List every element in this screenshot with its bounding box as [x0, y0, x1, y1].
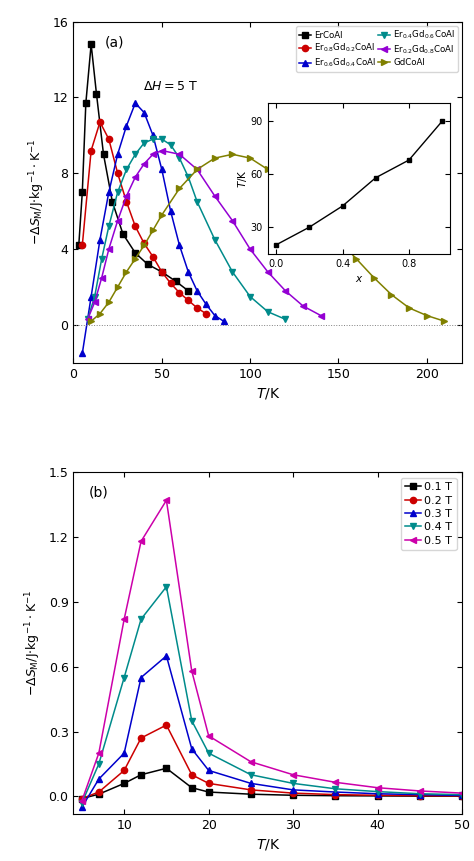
0.1 T	[138, 770, 144, 780]
0.2 T	[333, 790, 338, 800]
0.4 T	[121, 672, 127, 683]
0.4 T	[333, 784, 338, 794]
0.2 T	[138, 733, 144, 743]
0.1 T	[164, 763, 169, 773]
Text: (b): (b)	[89, 486, 109, 500]
0.5 T	[206, 731, 211, 741]
0.3 T	[138, 672, 144, 683]
Line: 0.3 T: 0.3 T	[79, 653, 465, 810]
0.4 T	[164, 581, 169, 592]
0.2 T	[290, 788, 296, 798]
0.3 T	[189, 744, 195, 754]
0.2 T	[248, 784, 254, 795]
0.4 T	[206, 748, 211, 759]
Line: 0.5 T: 0.5 T	[79, 497, 465, 804]
0.1 T	[96, 789, 101, 799]
0.5 T	[164, 495, 169, 505]
0.3 T	[96, 774, 101, 784]
0.1 T	[290, 790, 296, 801]
Text: (a): (a)	[105, 35, 124, 49]
0.4 T	[248, 770, 254, 780]
0.2 T	[79, 793, 85, 803]
0.4 T	[138, 614, 144, 624]
0.3 T	[248, 778, 254, 789]
0.4 T	[290, 778, 296, 789]
0.4 T	[79, 797, 85, 808]
0.3 T	[121, 748, 127, 759]
Line: 0.1 T: 0.1 T	[79, 765, 465, 802]
0.2 T	[459, 790, 465, 801]
0.4 T	[96, 759, 101, 769]
0.3 T	[79, 802, 85, 812]
0.1 T	[375, 790, 381, 801]
0.2 T	[206, 778, 211, 789]
0.2 T	[121, 765, 127, 776]
0.2 T	[417, 790, 423, 801]
0.2 T	[164, 720, 169, 730]
0.3 T	[417, 790, 423, 800]
0.5 T	[290, 770, 296, 780]
0.1 T	[79, 793, 85, 803]
0.1 T	[121, 778, 127, 789]
0.1 T	[248, 789, 254, 799]
0.5 T	[121, 614, 127, 624]
Legend: 0.1 T, 0.2 T, 0.3 T, 0.4 T, 0.5 T: 0.1 T, 0.2 T, 0.3 T, 0.4 T, 0.5 T	[401, 478, 456, 550]
0.5 T	[459, 788, 465, 798]
0.3 T	[164, 651, 169, 661]
0.4 T	[375, 786, 381, 796]
0.2 T	[375, 790, 381, 801]
Legend: ErCoAl, Er$_{0.8}$Gd$_{0.2}$CoAl, Er$_{0.6}$Gd$_{0.4}$CoAl, Er$_{0.4}$Gd$_{0.6}$: ErCoAl, Er$_{0.8}$Gd$_{0.2}$CoAl, Er$_{0…	[296, 26, 458, 72]
0.5 T	[79, 796, 85, 806]
0.5 T	[189, 666, 195, 676]
0.5 T	[417, 786, 423, 796]
0.3 T	[206, 765, 211, 776]
0.3 T	[333, 787, 338, 797]
0.1 T	[206, 787, 211, 797]
Line: 0.4 T: 0.4 T	[79, 584, 465, 806]
0.4 T	[417, 789, 423, 799]
0.3 T	[375, 789, 381, 799]
0.5 T	[333, 777, 338, 788]
0.1 T	[417, 791, 423, 802]
Text: $\Delta H=5$ T: $\Delta H=5$ T	[144, 80, 199, 93]
0.4 T	[459, 790, 465, 800]
Line: 0.2 T: 0.2 T	[79, 722, 465, 802]
0.3 T	[290, 784, 296, 795]
0.5 T	[248, 757, 254, 767]
0.1 T	[459, 791, 465, 802]
0.5 T	[138, 536, 144, 547]
0.5 T	[96, 748, 101, 759]
0.5 T	[375, 783, 381, 793]
X-axis label: $T$/K: $T$/K	[255, 837, 280, 852]
0.3 T	[459, 790, 465, 801]
Y-axis label: $-\Delta S_{\rm M}$/J$\cdot$kg$^{-1}\cdot$K$^{-1}$: $-\Delta S_{\rm M}$/J$\cdot$kg$^{-1}\cdo…	[27, 139, 47, 245]
0.1 T	[333, 790, 338, 801]
0.4 T	[189, 715, 195, 726]
X-axis label: $T$/K: $T$/K	[255, 387, 280, 401]
0.2 T	[96, 787, 101, 797]
0.1 T	[189, 783, 195, 793]
0.2 T	[189, 770, 195, 780]
Y-axis label: $-\Delta S_{\rm M}$/J$\cdot$kg$^{-1}\cdot$K$^{-1}$: $-\Delta S_{\rm M}$/J$\cdot$kg$^{-1}\cdo…	[23, 590, 43, 697]
